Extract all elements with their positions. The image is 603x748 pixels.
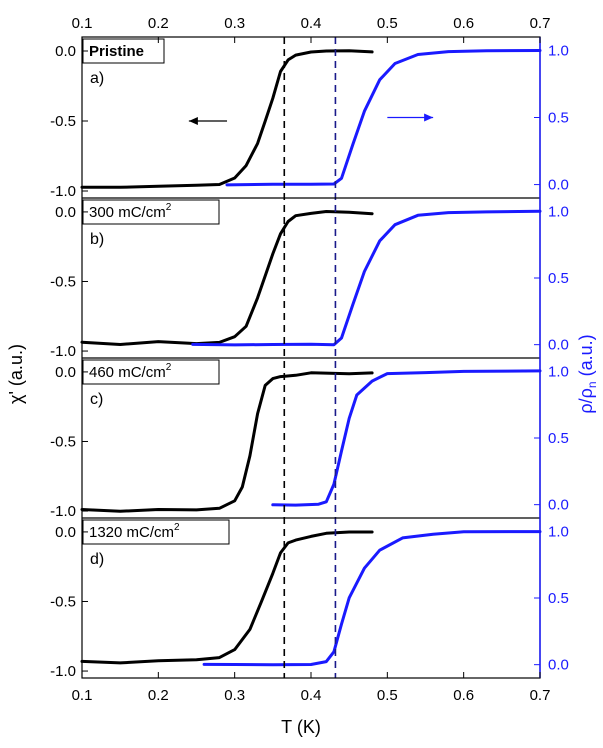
x-tick-label-bottom-3: 0.4 bbox=[301, 687, 322, 704]
left-tick-label-4-2: -1.0 bbox=[50, 663, 76, 680]
rho-series-4 bbox=[202, 530, 542, 667]
left-tick-label-2-0: 0.0 bbox=[55, 204, 76, 221]
panel-label-main-1: Pristine bbox=[89, 43, 144, 60]
panel-label-box-3 bbox=[82, 359, 220, 385]
panel-label-1: Pristine bbox=[89, 43, 144, 60]
x-tick-label-top-6: 0.7 bbox=[530, 15, 551, 32]
direction-arrows bbox=[188, 113, 434, 125]
axes-layer: 0.1 0.1 0.2 0.2 0.3 0.3 0.4 0.4 0.5 0.5 0.6 0.6 0.7 0… bbox=[50, 15, 569, 704]
right-tick-label-2-0: 1.0 bbox=[548, 203, 569, 220]
panel-letter-3: c) bbox=[90, 391, 103, 408]
rho-arrow-head bbox=[424, 113, 434, 122]
panel-label-main-4: 1320 mC/cm bbox=[89, 524, 174, 541]
panel-letter-2: b) bbox=[90, 231, 104, 248]
right-tick-label-4-2: 0.0 bbox=[548, 657, 569, 674]
right-tick-label-3-0: 1.0 bbox=[548, 363, 569, 380]
x-tick-label-top-3: 0.4 bbox=[301, 15, 322, 32]
right-tick-label-2-1: 0.5 bbox=[548, 270, 569, 287]
x-tick-label-bottom-2: 0.3 bbox=[224, 687, 245, 704]
right-axis-title-suffix: (a.u.) bbox=[576, 334, 596, 381]
panel-3: 460 mC/cm2 c) bbox=[80, 359, 542, 513]
panel-label-3: 460 mC/cm2 bbox=[89, 362, 172, 381]
x-tick-label-bottom-0: 0.1 bbox=[72, 687, 93, 704]
right-tick-label-4-1: 0.5 bbox=[548, 590, 569, 607]
right-tick-label-3-1: 0.5 bbox=[548, 430, 569, 447]
x-tick-label-bottom-1: 0.2 bbox=[148, 687, 169, 704]
panel-2: 300 mC/cm2 b) bbox=[80, 199, 542, 347]
chi-series-3 bbox=[80, 371, 374, 513]
left-tick-label-4-0: 0.0 bbox=[55, 524, 76, 541]
chi-arrow-head bbox=[188, 117, 198, 125]
x-tick-label-top-2: 0.3 bbox=[224, 15, 245, 32]
left-tick-label-2-2: -1.0 bbox=[50, 343, 76, 360]
dashed-lines bbox=[283, 37, 337, 678]
chi-series-4 bbox=[80, 530, 374, 665]
panel-label-super-2: 2 bbox=[166, 202, 172, 213]
x-tick-label-bottom-4: 0.5 bbox=[377, 687, 398, 704]
panel-label-main-2: 300 mC/cm bbox=[89, 204, 166, 221]
left-tick-label-1-0: 0.0 bbox=[55, 43, 76, 60]
right-axis-title-subscript: n bbox=[585, 381, 599, 388]
right-tick-label-1-2: 0.0 bbox=[548, 177, 569, 194]
right-tick-label-1-1: 0.5 bbox=[548, 110, 569, 127]
panel-1: Pristine a) bbox=[80, 38, 542, 189]
left-tick-label-3-2: -1.0 bbox=[50, 503, 76, 520]
panel-label-super-4: 2 bbox=[174, 522, 180, 533]
rho-series-3 bbox=[271, 369, 542, 507]
rho-series-2 bbox=[191, 209, 542, 347]
frame-layer bbox=[81, 36, 541, 679]
x-tick-label-top-4: 0.5 bbox=[377, 15, 398, 32]
left-axis-title: χ' (a.u.) bbox=[6, 344, 26, 404]
chi-series-1 bbox=[80, 49, 374, 189]
panel-label-4: 1320 mC/cm2 bbox=[89, 522, 180, 541]
left-tick-label-4-1: -0.5 bbox=[50, 593, 76, 610]
x-tick-label-top-5: 0.6 bbox=[453, 15, 474, 32]
left-tick-label-1-1: -0.5 bbox=[50, 113, 76, 130]
panel-label-box-4 bbox=[82, 519, 230, 545]
right-tick-label-2-2: 0.0 bbox=[548, 337, 569, 354]
right-axis-title-main: ρ/ρ bbox=[576, 388, 596, 413]
panel-letter-1: a) bbox=[90, 70, 104, 87]
panel-letter-4: d) bbox=[90, 551, 104, 568]
right-tick-label-3-2: 0.0 bbox=[548, 497, 569, 514]
panel-4: 1320 mC/cm2 d) bbox=[80, 519, 542, 667]
right-axis-title: ρ/ρn (a.u.) bbox=[576, 334, 599, 413]
x-tick-label-top-0: 0.1 bbox=[72, 15, 93, 32]
left-tick-label-2-1: -0.5 bbox=[50, 273, 76, 290]
right-tick-label-1-0: 1.0 bbox=[548, 42, 569, 59]
x-tick-label-bottom-5: 0.6 bbox=[453, 687, 474, 704]
left-tick-label-3-0: 0.0 bbox=[55, 364, 76, 381]
panel-label-super-3: 2 bbox=[166, 362, 172, 373]
panel-label-2: 300 mC/cm2 bbox=[89, 202, 172, 221]
right-tick-label-4-0: 1.0 bbox=[548, 523, 569, 540]
left-tick-label-1-2: -1.0 bbox=[50, 183, 76, 200]
panel-label-box-2 bbox=[82, 199, 220, 225]
x-tick-label-bottom-6: 0.7 bbox=[530, 687, 551, 704]
x-tick-label-top-1: 0.2 bbox=[148, 15, 169, 32]
chi-series-2 bbox=[80, 210, 374, 346]
rho-series-1 bbox=[225, 49, 542, 187]
panel-label-main-3: 460 mC/cm bbox=[89, 364, 166, 381]
left-tick-label-3-1: -0.5 bbox=[50, 433, 76, 450]
x-axis-title: T (K) bbox=[281, 717, 321, 737]
